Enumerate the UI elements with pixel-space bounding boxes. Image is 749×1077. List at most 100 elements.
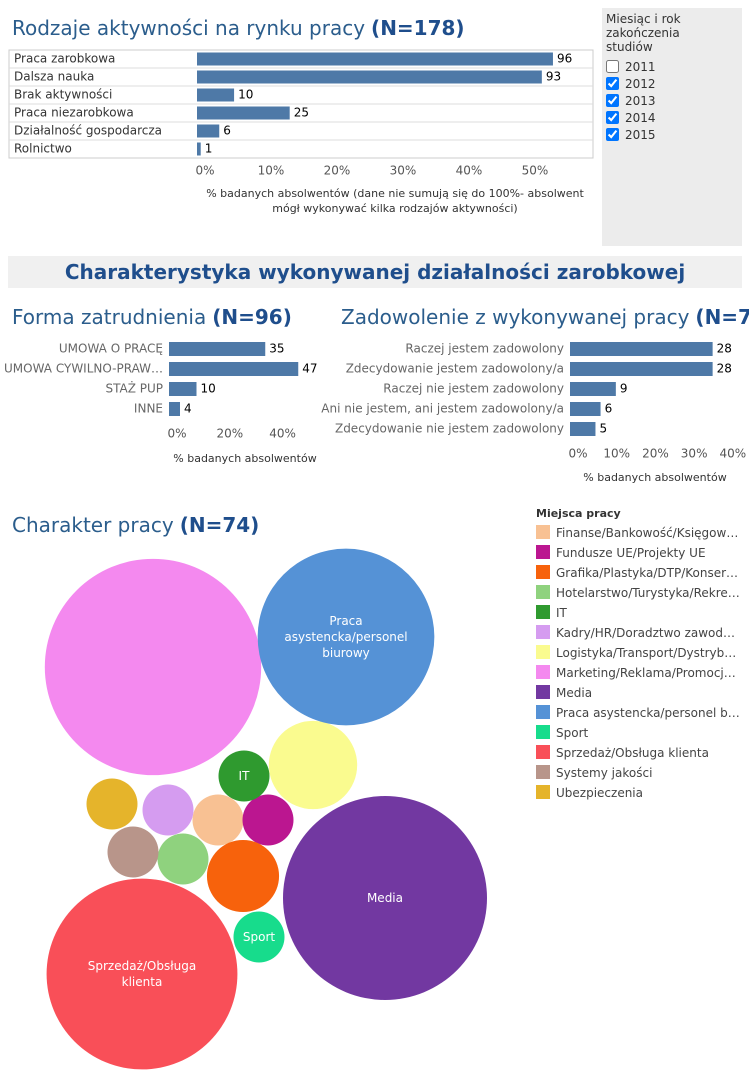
value-label: 4 — [184, 402, 192, 416]
value-label: 93 — [546, 70, 561, 84]
bubble — [283, 796, 487, 1000]
filter-option-label: 2015 — [625, 127, 656, 142]
filter-title: Miesiąc i rok zakończenia studiów — [606, 12, 681, 54]
legend-label: Praca asystencka/personel biurowy — [556, 706, 742, 720]
x-tick-label: 30% — [390, 164, 417, 178]
legend-item: Hotelarstwo/Turystyka/Rekrea… — [536, 584, 742, 602]
bubble — [268, 720, 358, 810]
bubble — [218, 750, 270, 802]
checkbox[interactable] — [606, 128, 619, 141]
bar — [570, 402, 601, 416]
bubble — [142, 784, 194, 836]
bar — [169, 362, 299, 376]
chart-title-n: (N=76) — [695, 305, 749, 329]
filter-options: 2011 2012 2013 2014 2015 — [606, 58, 738, 143]
filter-option-label: 2012 — [625, 76, 656, 91]
checkbox[interactable] — [606, 77, 619, 90]
category-label: Zdecydowanie jestem zadowolony/a — [346, 362, 564, 376]
bar — [169, 402, 180, 416]
checkbox[interactable] — [606, 111, 619, 124]
bubble — [107, 826, 159, 878]
chart-title-n: (N=74) — [179, 513, 260, 537]
legend-item: Fundusze UE/Projekty UE — [536, 544, 742, 562]
legend-label: Systemy jakości — [556, 766, 653, 780]
category-label: Raczej nie jestem zadowolony — [383, 382, 564, 396]
category-label: UMOWA CYWILNO-PRAW… — [4, 362, 163, 376]
x-tick-label: 10% — [258, 164, 285, 178]
legend-title: Miejsca pracy — [536, 507, 621, 520]
chart-title-text: Charakter pracy — [12, 513, 174, 537]
legend-label: Media — [556, 686, 593, 700]
filter-option[interactable]: 2013 — [606, 92, 738, 109]
category-label: INNE — [134, 402, 163, 416]
chart-title: Forma zatrudnienia (N=96) — [12, 303, 292, 331]
x-tick-label: 30% — [681, 447, 708, 461]
value-label: 25 — [294, 106, 309, 120]
legend-label: Ubezpieczenia — [556, 786, 643, 800]
legend-label: Fundusze UE/Projekty UE — [556, 546, 706, 560]
x-tick-label: 0% — [568, 447, 587, 461]
bubble — [257, 548, 435, 726]
legend-label: Logistyka/Transport/Dystrybuc… — [556, 646, 742, 660]
chart-title-n: (N=178) — [371, 16, 465, 40]
value-label: 10 — [201, 382, 216, 396]
value-label: 10 — [238, 88, 253, 102]
legend-swatch — [536, 605, 550, 619]
x-tick-label: 40% — [456, 164, 483, 178]
bubble — [86, 778, 138, 830]
bar — [197, 88, 235, 102]
bar — [570, 342, 713, 356]
legend-swatch — [536, 625, 550, 639]
bar — [169, 382, 197, 396]
filter-option[interactable]: 2012 — [606, 75, 738, 92]
legend-label: Finanse/Bankowość/Księgowość — [556, 526, 742, 540]
x-tick-label: 20% — [642, 447, 669, 461]
x-tick-label: 20% — [216, 427, 243, 441]
chart-title: Zadowolenie z wykonywanej pracy(N=76) — [341, 303, 749, 331]
legend-swatch — [536, 685, 550, 699]
bubble — [44, 558, 262, 776]
legend-label: Sport — [556, 726, 589, 740]
bar — [197, 106, 290, 120]
category-label: STAŻ PUP — [105, 381, 163, 396]
x-tick-label: 40% — [269, 427, 296, 441]
legend-label: Kadry/HR/Doradztwo zawodowe — [556, 626, 742, 640]
x-tick-label: 10% — [603, 447, 630, 461]
legend-item: Ubezpieczenia — [536, 784, 742, 802]
filter-option[interactable]: 2014 — [606, 109, 738, 126]
x-tick-label: 20% — [324, 164, 351, 178]
bar — [197, 70, 542, 84]
legend-swatch — [536, 725, 550, 739]
legend-label: Sprzedaż/Obsługa klienta — [556, 746, 709, 760]
checkbox[interactable] — [606, 60, 619, 73]
category-label: Zdecydowanie nie jestem zadowolony — [335, 422, 564, 436]
bar — [197, 142, 201, 156]
category-label: Dalsza nauka — [14, 70, 94, 84]
category-label: Brak aktywności — [14, 88, 112, 102]
legend-item: Marketing/Reklama/Promocja/… — [536, 664, 742, 682]
filter-option[interactable]: 2011 — [606, 58, 738, 75]
legend-item: IT — [536, 604, 742, 622]
x-tick-label: 40% — [720, 447, 747, 461]
value-label: 1 — [205, 142, 213, 156]
filter-option[interactable]: 2015 — [606, 126, 738, 143]
category-label: Ani nie jestem, ani jestem zadowolony/a — [321, 402, 564, 416]
bar — [169, 342, 266, 356]
bubble — [157, 833, 209, 885]
value-label: 96 — [557, 52, 572, 66]
bubble-label: IT — [238, 769, 250, 783]
category-label: UMOWA O PRACĘ — [59, 342, 163, 356]
bubble — [233, 911, 285, 963]
chart-title-n: (N=96) — [212, 305, 292, 329]
checkbox[interactable] — [606, 94, 619, 107]
category-label: Rolnictwo — [14, 142, 72, 156]
legend-item: Sprzedaż/Obsługa klienta — [536, 744, 742, 762]
bubble-label: Sprzedaż/Obsługa klienta — [87, 959, 197, 989]
legend-swatch — [536, 545, 550, 559]
bubble — [206, 839, 280, 913]
filter-option-label: 2013 — [625, 93, 656, 108]
bar — [570, 382, 616, 396]
legend-item: Sport — [536, 724, 742, 742]
